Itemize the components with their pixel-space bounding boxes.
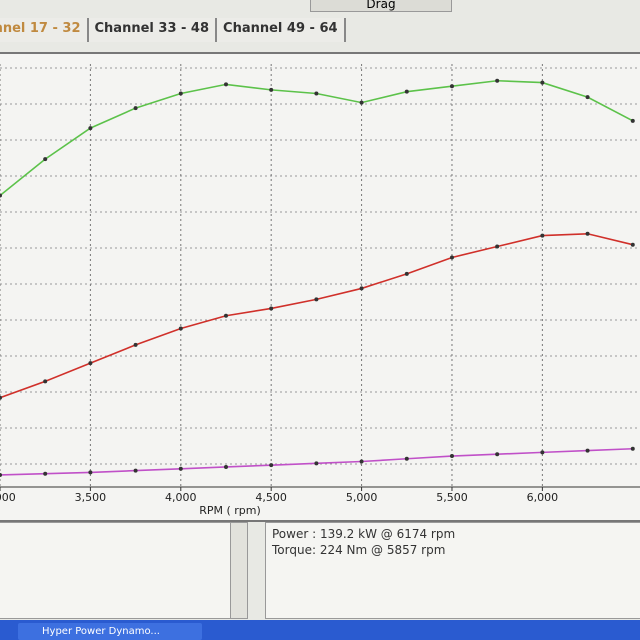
- taskbar-item[interactable]: Hyper Power Dynamo...: [18, 623, 202, 640]
- point: [43, 379, 48, 384]
- x-tick-label: 5,500: [436, 491, 468, 504]
- tab[interactable]: Channel 49 - 64: [217, 18, 346, 42]
- point: [43, 471, 48, 476]
- point: [630, 242, 635, 247]
- series-line: [0, 79, 634, 197]
- point: [0, 193, 2, 198]
- point: [269, 87, 274, 92]
- point: [630, 118, 635, 123]
- point: [359, 459, 364, 464]
- power-result: Power : 139.2 kW @ 6174 rpm: [272, 527, 456, 541]
- x-tick-label: 3,000: [0, 491, 16, 504]
- point: [133, 106, 138, 111]
- point: [359, 286, 364, 291]
- point: [88, 470, 93, 475]
- point: [43, 157, 48, 162]
- point: [495, 452, 500, 457]
- point: [449, 255, 454, 260]
- point: [630, 446, 635, 451]
- taskbar: Hyper Power Dynamo...: [0, 620, 640, 640]
- point: [314, 91, 319, 96]
- x-tick-label: 6,000: [527, 491, 559, 504]
- torque-result: Torque: 224 Nm @ 5857 rpm: [272, 543, 446, 557]
- point: [178, 91, 183, 96]
- point: [223, 313, 228, 318]
- x-tick-label: 4,000: [165, 491, 197, 504]
- point: [585, 231, 590, 236]
- point: [88, 361, 93, 366]
- h-grid: [0, 67, 640, 465]
- point: [88, 126, 93, 131]
- x-tick-label: 5,000: [346, 491, 378, 504]
- chart-panel: RPM ( rpm) 3,000 3,500 4,000 4,500 5,000 5,50…: [0, 52, 640, 522]
- point: [495, 78, 500, 83]
- point: [404, 271, 409, 276]
- point: [0, 472, 2, 477]
- point: [314, 461, 319, 466]
- point: [133, 468, 138, 473]
- point: [585, 448, 590, 453]
- point: [449, 84, 454, 89]
- point: [495, 244, 500, 249]
- point: [269, 463, 274, 468]
- x-axis-label: RPM ( rpm): [199, 504, 261, 517]
- point: [178, 326, 183, 331]
- results-panel: [265, 522, 640, 619]
- point: [314, 297, 319, 302]
- drag-button[interactable]: Drag: [310, 0, 452, 12]
- point: [0, 395, 2, 400]
- point: [404, 456, 409, 461]
- point: [223, 82, 228, 87]
- point: [585, 95, 590, 100]
- point: [223, 464, 228, 469]
- point: [133, 342, 138, 347]
- scrollbar[interactable]: [230, 522, 248, 619]
- point: [540, 233, 545, 238]
- left-panel: [0, 522, 232, 619]
- point: [449, 454, 454, 459]
- point: [178, 466, 183, 471]
- point: [540, 450, 545, 455]
- point: [359, 100, 364, 105]
- x-tick-label: 4,500: [255, 491, 287, 504]
- tab-bar: Channel 17 - 32 Channel 33 - 48 Channel …: [0, 18, 346, 42]
- tab[interactable]: Channel 33 - 48: [88, 18, 218, 42]
- tab[interactable]: Channel 17 - 32: [0, 18, 89, 42]
- point: [540, 80, 545, 85]
- x-tick-label: 3,500: [75, 491, 107, 504]
- series-line: [0, 232, 633, 399]
- point: [404, 89, 409, 94]
- chart: RPM ( rpm) 3,000 3,500 4,000 4,500 5,000 5,50…: [0, 64, 640, 517]
- point: [269, 306, 274, 311]
